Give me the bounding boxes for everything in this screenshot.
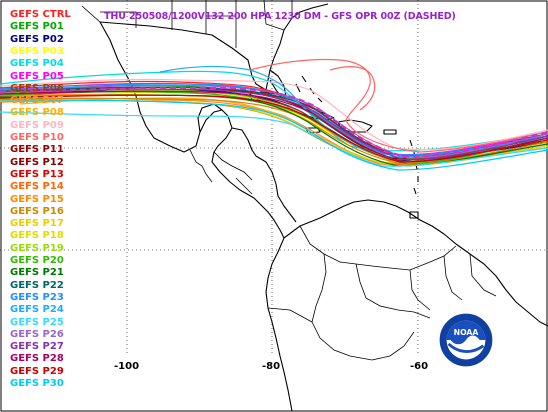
lon-label-60: -60 xyxy=(410,361,429,372)
legend-item: GEFS P01 xyxy=(10,21,64,33)
legend-item: GEFS P28 xyxy=(10,353,64,365)
legend-item: GEFS P24 xyxy=(10,304,64,316)
legend-item: GEFS P20 xyxy=(10,255,64,266)
legend-item: GEFS P03 xyxy=(10,45,64,57)
legend-item: GEFS P23 xyxy=(10,291,64,303)
country-borders xyxy=(81,0,497,361)
legend-item: GEFS P29 xyxy=(10,365,64,377)
legend-item: GEFS P04 xyxy=(10,58,64,70)
legend-item: GEFS P08 xyxy=(10,107,64,119)
legend-item: GEFS P10 xyxy=(10,132,64,143)
legend-item: GEFS P14 xyxy=(10,181,64,193)
legend-item: GEFS P27 xyxy=(10,341,64,353)
legend-item: GEFS P02 xyxy=(10,33,64,45)
noaa-logo-icon: NOAA xyxy=(438,312,494,368)
legend-item: GEFS P11 xyxy=(10,144,64,156)
legend-item: GEFS P07 xyxy=(10,95,64,107)
legend-item: GEFS P12 xyxy=(10,156,64,168)
lon-label-80: -80 xyxy=(262,361,281,372)
legend-item: GEFS P16 xyxy=(10,205,64,217)
noaa-logo-text: NOAA xyxy=(454,328,479,337)
legend-item: GEFS P09 xyxy=(10,119,64,131)
ensemble-contours xyxy=(0,58,548,171)
legend-item: GEFS P22 xyxy=(10,279,64,291)
lon-label-100: -100 xyxy=(114,361,140,372)
legend-item: GEFS P19 xyxy=(10,242,64,254)
legend-item: GEFS P17 xyxy=(10,218,64,230)
legend-item: GEFS P05 xyxy=(10,70,64,82)
map-title: THU 250508/1200V132 200 HPA 1230 DM - GF… xyxy=(104,11,456,22)
legend-item: GEFS P21 xyxy=(10,267,64,279)
legend-item: GEFS P30 xyxy=(10,378,64,389)
legend-item: GEFS P26 xyxy=(10,328,64,340)
legend-item: GEFS P15 xyxy=(10,193,64,205)
legend-item: GEFS P25 xyxy=(10,316,64,328)
legend-item: GEFS P06 xyxy=(10,82,64,94)
legend-item: GEFS P13 xyxy=(10,168,64,180)
legend-item: GEFS CTRL xyxy=(10,9,71,20)
legend-item: GEFS P18 xyxy=(10,230,64,242)
